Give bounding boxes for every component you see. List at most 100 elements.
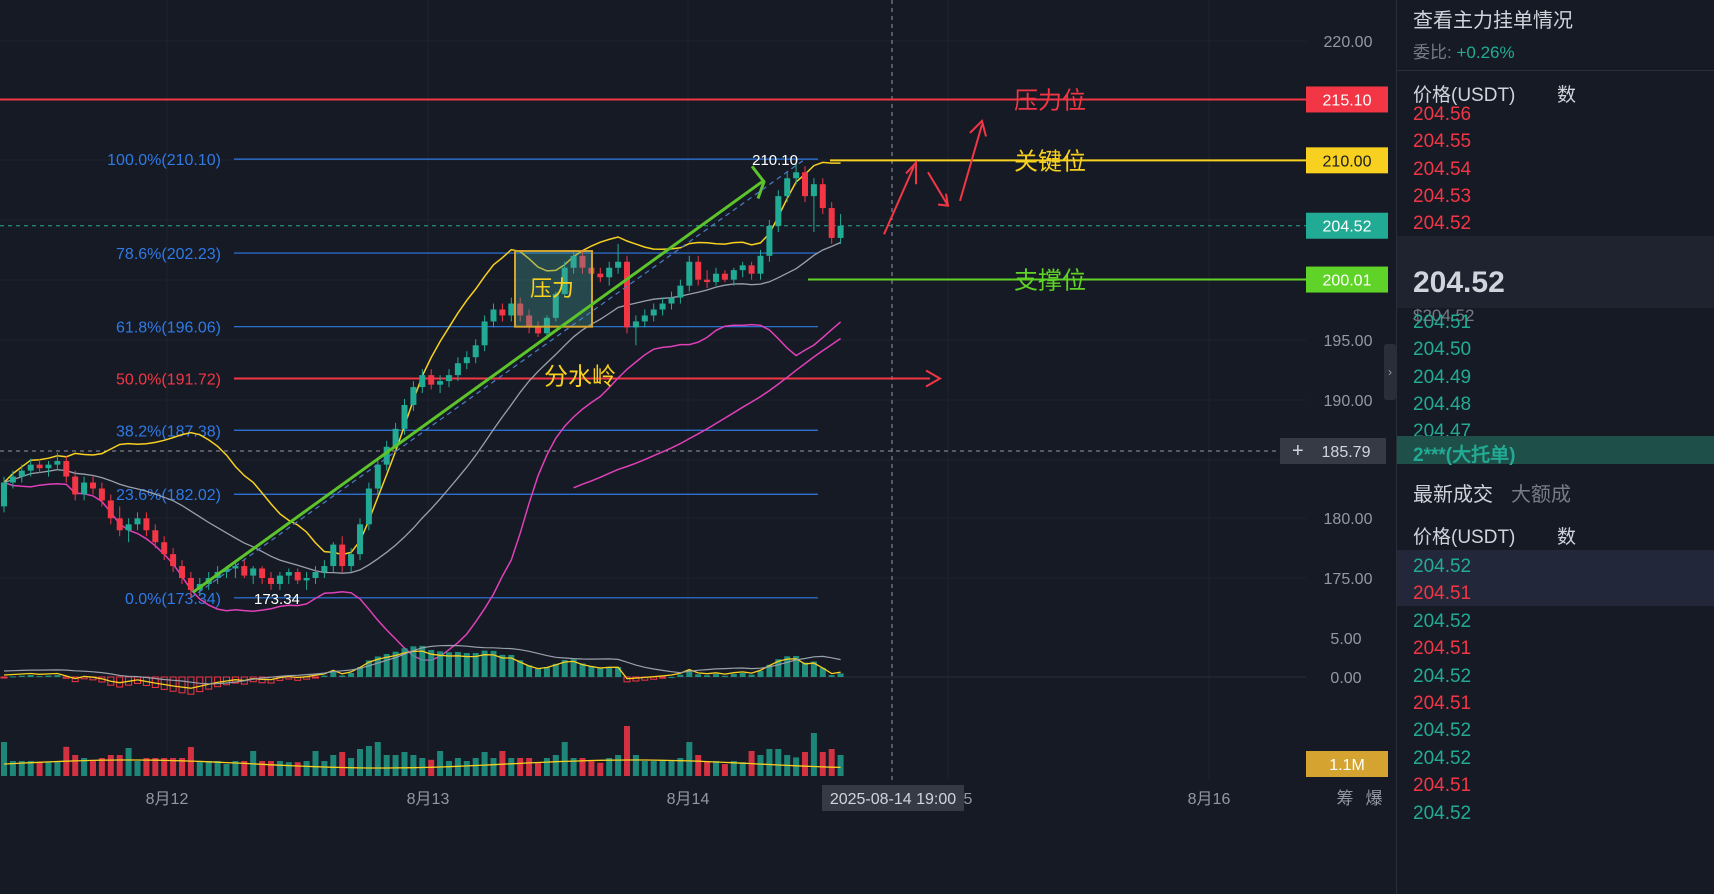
fib-label: 78.6%(202.23) [116, 246, 221, 263]
ask-price-row[interactable]: 204.53 [1413, 185, 1472, 207]
x-tick-label: 8月12 [146, 791, 189, 808]
candle-body [837, 225, 844, 238]
candle-body [330, 544, 337, 567]
candle-body [18, 470, 25, 477]
volume-bar [81, 758, 88, 776]
ask-price-row[interactable]: 204.54 [1413, 158, 1472, 180]
candle [330, 542, 337, 573]
candle [499, 303, 506, 322]
macd-tick-label: 5.00 [1330, 631, 1361, 648]
ask-price-row[interactable]: 204.56 [1413, 104, 1472, 125]
candle [348, 548, 355, 573]
trade-row[interactable]: 204.52 [1413, 747, 1472, 769]
candle [624, 255, 630, 334]
trade-row[interactable]: 204.51 [1413, 775, 1472, 797]
candle [632, 315, 639, 346]
candle-body [179, 566, 185, 578]
ask-price-row[interactable]: 204.55 [1413, 131, 1472, 153]
tab-latest-trades[interactable]: 最新成交 [1413, 484, 1493, 506]
bid-price-row[interactable]: 204.49 [1413, 366, 1472, 388]
macd-histogram-bar [837, 673, 844, 677]
candle [98, 482, 105, 507]
volume-bar [552, 755, 559, 776]
ratio-value: +0.26% [1456, 43, 1515, 62]
panel-collapse-handle[interactable]: › [1384, 344, 1396, 400]
trade-row[interactable]: 204.52 [1413, 802, 1472, 824]
macd-histogram-bar [543, 667, 550, 677]
candle [268, 572, 274, 590]
candle [63, 456, 70, 483]
trade-row[interactable]: 204.51 [1413, 693, 1472, 714]
candle [526, 309, 533, 334]
volume-bar [348, 758, 355, 776]
candle [748, 261, 755, 280]
volume-bar [401, 752, 408, 776]
macd-histogram-bar [695, 674, 702, 677]
candle [18, 464, 25, 483]
candle [481, 315, 488, 352]
candle [713, 267, 719, 286]
trade-row[interactable]: 204.52 [1413, 556, 1472, 577]
macd-histogram-bar [160, 676, 168, 690]
price-chart[interactable]: 100.0%(210.10) 78.6%(202.23) 61.8%(196.06)… [0, 0, 1396, 894]
candle-body [428, 375, 435, 385]
projection-arrowhead-2 [937, 193, 950, 207]
big-order-label[interactable]: 2***(大托单) [1413, 445, 1516, 466]
x-tick-label: 8月14 [667, 791, 710, 808]
volume-bar [223, 764, 230, 776]
volume-bar [72, 755, 79, 776]
bid-price-row[interactable]: 204.51 [1413, 312, 1472, 333]
big-order-band [1397, 436, 1714, 464]
volume-bar [276, 761, 283, 776]
candle [419, 369, 426, 394]
candle [383, 440, 390, 471]
volume-bar [18, 761, 25, 776]
macd-histogram-bar [321, 675, 328, 677]
candle-body [802, 172, 808, 197]
col-price-header: 价格(USDT) [1413, 85, 1516, 106]
last-price: 204.52 [1413, 266, 1505, 299]
candle-body [54, 461, 61, 465]
candle [837, 214, 844, 244]
tab-large-trades[interactable]: 大额成 [1511, 484, 1571, 506]
candle [695, 255, 702, 286]
candle [72, 470, 79, 501]
candle [704, 270, 711, 289]
candle [677, 279, 684, 304]
panel-title[interactable]: 查看主力挂单情况 [1413, 10, 1573, 32]
macd-tick-label: 0.00 [1330, 670, 1361, 687]
trade-row[interactable]: 204.52 [1413, 665, 1472, 687]
candle-body [526, 315, 533, 328]
candle [54, 452, 61, 471]
watershed-text: 分水岭 [544, 363, 616, 390]
candle [179, 560, 185, 584]
candle [606, 261, 613, 286]
chips-button: 筹 [1337, 789, 1354, 808]
candle-body [232, 566, 239, 569]
volume-bar [294, 762, 301, 776]
candle [357, 518, 363, 561]
volume-bar [383, 755, 390, 776]
ma-long-line [573, 337, 842, 489]
macd-histogram-bar [775, 659, 782, 677]
candle [686, 255, 693, 292]
trade-row[interactable]: 204.51 [1413, 638, 1472, 660]
trade-row[interactable]: 204.51 [1413, 583, 1472, 605]
trade-row[interactable]: 204.52 [1413, 720, 1472, 742]
bollinger-mid-line [3, 241, 841, 574]
macd-histogram-bar [588, 665, 595, 677]
volume-bar [526, 758, 533, 776]
bid-price-row[interactable]: 204.48 [1413, 393, 1472, 415]
candle-body [819, 184, 826, 209]
volume-bar [819, 752, 826, 776]
bid-price-row[interactable]: 204.50 [1413, 339, 1472, 361]
candle-body [517, 303, 524, 316]
trade-row[interactable]: 204.52 [1413, 610, 1472, 632]
ask-price-row[interactable]: 204.52 [1413, 213, 1472, 235]
candle [793, 159, 800, 185]
candle [303, 572, 310, 590]
candle [241, 560, 248, 578]
macd-histogram-bar [330, 670, 337, 677]
volume-bar [54, 761, 61, 776]
volume-bar [365, 746, 372, 776]
